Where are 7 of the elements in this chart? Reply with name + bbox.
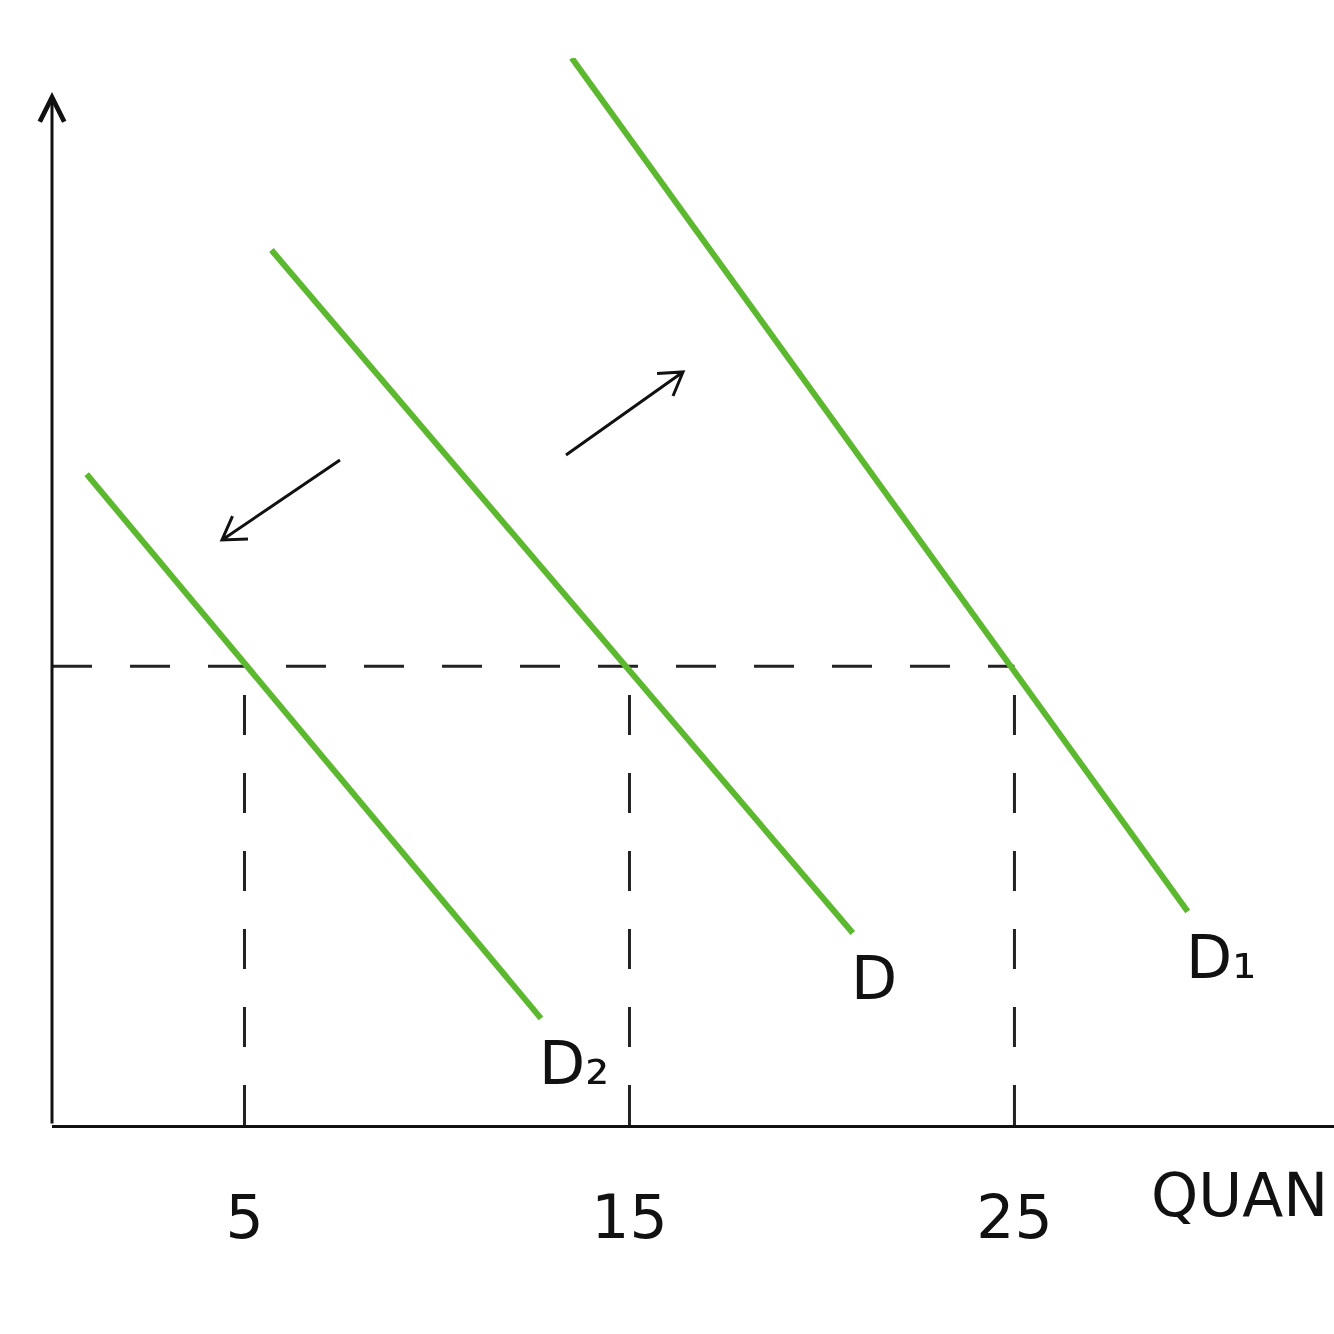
series-label: D <box>851 943 898 1013</box>
series-label: D₁ <box>1186 922 1257 992</box>
x-tick-label: 25 <box>976 1182 1053 1252</box>
x-tick-label: 5 <box>225 1182 264 1252</box>
x-tick-label: 15 <box>591 1182 668 1252</box>
x-axis-title: QUAN <box>1151 1160 1329 1230</box>
series-label: D₂ <box>539 1028 610 1098</box>
